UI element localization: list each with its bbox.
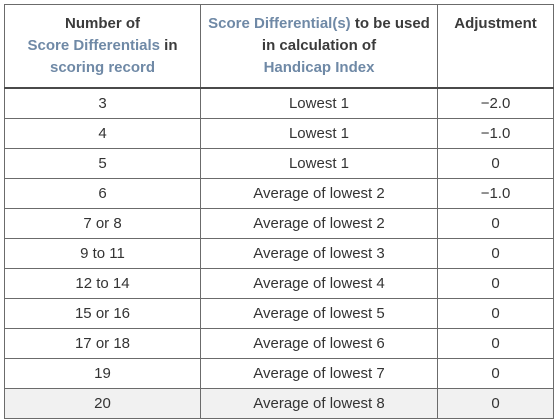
cell-count: 20 (4, 387, 201, 419)
cell-count: 15 or 16 (4, 297, 201, 329)
cell-calculation: Average of lowest 2 (200, 177, 438, 209)
handicap-table-container: Number of Score Differentials in scoring… (4, 4, 554, 419)
table-body: 3 Lowest 1 −2.0 4 Lowest 1 −1.0 5 Lowest… (4, 87, 554, 419)
cell-adjustment: 0 (437, 387, 554, 419)
header-col3-label: Adjustment (454, 15, 537, 32)
header-col1-line2-highlight: Score Differentials (27, 37, 161, 54)
header-differentials-used: Score Differential(s) to be used in calc… (200, 4, 438, 88)
cell-adjustment: −2.0 (437, 87, 554, 119)
cell-adjustment: 0 (437, 147, 554, 179)
table-row: 15 or 16 Average of lowest 5 0 (4, 297, 554, 329)
header-col2-line1-highlight: Score Differential(s) (208, 15, 351, 32)
header-row: Number of Score Differentials in scoring… (4, 4, 554, 88)
cell-count: 17 or 18 (4, 327, 201, 359)
table-row: 7 or 8 Average of lowest 2 0 (4, 207, 554, 239)
cell-count: 4 (4, 117, 201, 149)
cell-adjustment: 0 (437, 207, 554, 239)
table-row: 6 Average of lowest 2 −1.0 (4, 177, 554, 209)
cell-adjustment: −1.0 (437, 177, 554, 209)
header-col1-line3-highlight: scoring record (49, 59, 156, 76)
table-header: Number of Score Differentials in scoring… (4, 4, 554, 88)
header-col2-line3-highlight: Handicap Index (263, 59, 375, 76)
header-col2-line2: in calculation of (261, 37, 377, 54)
cell-count: 5 (4, 147, 201, 179)
table-row: 5 Lowest 1 0 (4, 147, 554, 179)
cell-adjustment: 0 (437, 297, 554, 329)
cell-calculation: Average of lowest 7 (200, 357, 438, 389)
cell-count: 3 (4, 87, 201, 119)
cell-count: 19 (4, 357, 201, 389)
table-row: 20 Average of lowest 8 0 (4, 387, 554, 419)
cell-count: 9 to 11 (4, 237, 201, 269)
cell-calculation: Average of lowest 2 (200, 207, 438, 239)
table-row: 3 Lowest 1 −2.0 (4, 87, 554, 119)
header-col2-line1-rest: to be used (350, 15, 430, 32)
table-row: 17 or 18 Average of lowest 6 0 (4, 327, 554, 359)
cell-count: 12 to 14 (4, 267, 201, 299)
cell-calculation: Average of lowest 4 (200, 267, 438, 299)
cell-calculation: Average of lowest 6 (200, 327, 438, 359)
cell-calculation: Lowest 1 (200, 147, 438, 179)
table-row: 4 Lowest 1 −1.0 (4, 117, 554, 149)
table-row: 12 to 14 Average of lowest 4 0 (4, 267, 554, 299)
cell-adjustment: 0 (437, 237, 554, 269)
cell-adjustment: 0 (437, 357, 554, 389)
header-col1-line1: Number of (65, 15, 140, 32)
header-col1-line2-rest: in (160, 37, 178, 54)
cell-calculation: Lowest 1 (200, 117, 438, 149)
cell-calculation: Lowest 1 (200, 87, 438, 119)
cell-calculation: Average of lowest 3 (200, 237, 438, 269)
cell-calculation: Average of lowest 8 (200, 387, 438, 419)
cell-adjustment: −1.0 (437, 117, 554, 149)
table-row: 19 Average of lowest 7 0 (4, 357, 554, 389)
cell-adjustment: 0 (437, 267, 554, 299)
cell-count: 6 (4, 177, 201, 209)
table-row: 9 to 11 Average of lowest 3 0 (4, 237, 554, 269)
cell-count: 7 or 8 (4, 207, 201, 239)
header-number-of-differentials: Number of Score Differentials in scoring… (4, 4, 201, 88)
handicap-adjustment-table: Number of Score Differentials in scoring… (4, 4, 554, 419)
header-adjustment: Adjustment (437, 4, 554, 88)
cell-adjustment: 0 (437, 327, 554, 359)
cell-calculation: Average of lowest 5 (200, 297, 438, 329)
